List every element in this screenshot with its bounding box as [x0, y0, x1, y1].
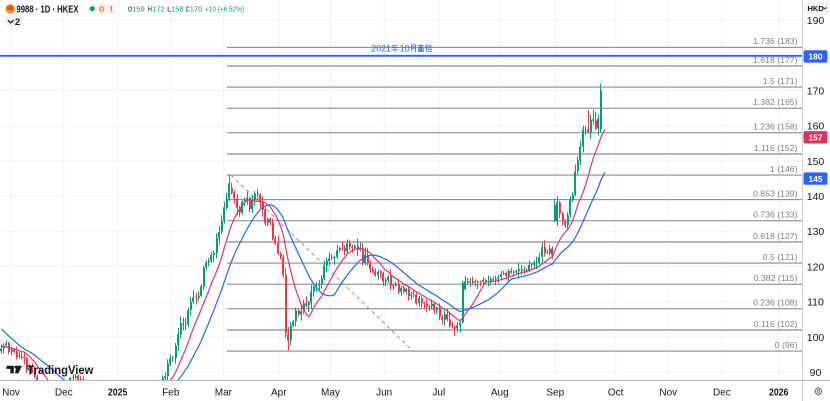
- svg-text:170: 170: [190, 4, 203, 13]
- svg-text:0.736 (133): 0.736 (133): [753, 210, 798, 220]
- svg-text:1.5 (171): 1.5 (171): [763, 76, 798, 86]
- svg-text:158: 158: [171, 4, 184, 13]
- svg-text:O: O: [128, 4, 132, 13]
- svg-text:145: 145: [808, 174, 822, 184]
- svg-text:110: 110: [807, 297, 824, 309]
- svg-text:Sep: Sep: [546, 387, 564, 398]
- svg-text:120: 120: [807, 261, 825, 273]
- svg-text:9988 · 1D · HKEX: 9988 · 1D · HKEX: [17, 4, 79, 15]
- svg-text:1.236 (158): 1.236 (158): [753, 122, 798, 132]
- svg-text:170: 170: [807, 85, 825, 97]
- svg-text:2021: 2021: [371, 44, 391, 54]
- svg-text:160: 160: [807, 121, 825, 133]
- svg-text:!: !: [110, 5, 113, 14]
- svg-text:150: 150: [807, 156, 825, 168]
- svg-text:Jul: Jul: [432, 387, 445, 398]
- svg-text:172: 172: [152, 4, 165, 13]
- svg-text:130: 130: [807, 226, 825, 238]
- svg-text:Nov: Nov: [2, 387, 20, 398]
- svg-text:180: 180: [808, 52, 822, 62]
- svg-text:2026: 2026: [769, 387, 789, 398]
- svg-text:140: 140: [807, 191, 825, 203]
- svg-text:Jun: Jun: [376, 387, 392, 398]
- svg-text:0.5 (121): 0.5 (121): [763, 252, 798, 262]
- svg-text:Dec: Dec: [713, 387, 731, 398]
- svg-text:0.618 (127): 0.618 (127): [753, 231, 798, 241]
- svg-text:May: May: [321, 387, 340, 398]
- svg-text:1.618 (177): 1.618 (177): [753, 55, 798, 65]
- svg-text:1 (146): 1 (146): [770, 164, 798, 174]
- svg-text:Aug: Aug: [491, 387, 509, 398]
- svg-text:1.382 (165): 1.382 (165): [753, 97, 798, 107]
- svg-text:157: 157: [808, 133, 822, 143]
- svg-text:L: L: [167, 4, 171, 13]
- svg-text:0.853 (139): 0.853 (139): [753, 189, 798, 199]
- svg-text:0.236 (108): 0.236 (108): [753, 298, 798, 308]
- svg-text:2025: 2025: [108, 387, 128, 398]
- svg-text:Oct: Oct: [608, 387, 624, 398]
- svg-text:2: 2: [15, 17, 20, 28]
- svg-text:Mar: Mar: [215, 387, 233, 398]
- svg-text:C: C: [186, 4, 191, 13]
- svg-text:10: 10: [400, 44, 410, 54]
- svg-text:H: H: [148, 4, 152, 13]
- svg-text:1.116 (152): 1.116 (152): [754, 143, 798, 153]
- svg-text:D: D: [99, 5, 105, 14]
- svg-text:100: 100: [807, 332, 825, 344]
- svg-text:0.382 (115): 0.382 (115): [754, 273, 798, 283]
- svg-text:Dec: Dec: [55, 387, 73, 398]
- svg-text:159: 159: [132, 4, 145, 13]
- svg-text:Feb: Feb: [162, 387, 180, 398]
- svg-text:HKD: HKD: [808, 4, 825, 13]
- svg-text:+10 (+6.52%): +10 (+6.52%): [205, 4, 244, 13]
- svg-text:0 (96): 0 (96): [775, 340, 798, 350]
- svg-text:1.736 (183): 1.736 (183): [753, 36, 798, 46]
- svg-text:TradingView: TradingView: [27, 363, 94, 377]
- svg-text:Nov: Nov: [659, 387, 677, 398]
- svg-text:0.116 (102): 0.116 (102): [754, 319, 798, 329]
- svg-text:Apr: Apr: [271, 387, 287, 398]
- svg-text:190: 190: [807, 15, 825, 27]
- svg-text:90: 90: [810, 367, 822, 379]
